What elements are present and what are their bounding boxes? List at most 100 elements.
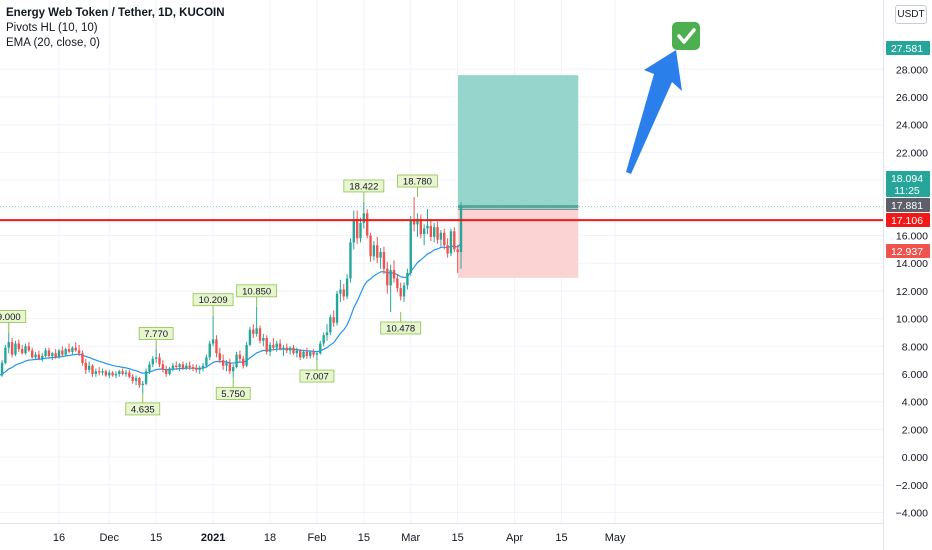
candle-body: [262, 337, 265, 341]
candle-body: [302, 351, 305, 358]
symbol-title[interactable]: Energy Web Token / Tether, 1D, KUCOIN: [6, 7, 225, 19]
candle: [329, 314, 332, 336]
pivot-value: 7.007: [305, 372, 329, 383]
candle: [74, 342, 77, 352]
time-axis[interactable]: 16 Dec 15 2021 18 Feb 15 Mar 15 Apr 15 May: [0, 524, 884, 550]
pivot-box: [192, 293, 234, 307]
candle-body: [178, 364, 181, 368]
lines-layer[interactable]: [0, 206, 883, 222]
price-tick: 28.000: [896, 64, 928, 76]
candle-body: [355, 218, 359, 239]
candle: [0, 360, 4, 377]
candle-body: [134, 378, 138, 381]
candle: [352, 210, 355, 250]
candle: [402, 282, 406, 302]
candle-body: [285, 347, 288, 351]
candle-body: [64, 349, 67, 355]
target-arrow[interactable]: [626, 22, 700, 174]
candle-body: [238, 354, 242, 359]
candle: [148, 361, 151, 374]
long-position-zones[interactable]: [0, 0, 883, 541]
candle-body: [278, 343, 282, 350]
candle: [201, 362, 205, 372]
candle-body: [144, 371, 148, 384]
time-tick: 18: [264, 532, 276, 544]
candle-body: [362, 213, 366, 224]
price-tick: 26.000: [896, 92, 928, 104]
candle: [332, 310, 335, 327]
candle: [292, 344, 295, 355]
candle: [245, 342, 248, 368]
candle: [64, 347, 67, 356]
candle-body: [295, 350, 299, 354]
candle-body: [131, 376, 134, 381]
candle-body: [268, 344, 272, 352]
currency-badge[interactable]: USDT: [895, 5, 927, 24]
candle-body: [44, 350, 47, 356]
time-tick: Feb: [307, 532, 326, 544]
candle-body: [7, 342, 10, 348]
candle: [14, 340, 17, 356]
candle-body: [255, 328, 258, 334]
pivot-label: 7.770: [138, 327, 174, 350]
candle-body: [91, 365, 94, 374]
candle-body: [252, 329, 255, 334]
candle: [4, 344, 7, 365]
candle: [278, 339, 282, 351]
candle-body: [104, 371, 108, 376]
candle-body: [77, 350, 81, 354]
candle: [161, 360, 165, 373]
candle-body: [265, 337, 268, 352]
candle-body: [342, 289, 345, 297]
candle-body: [17, 343, 20, 350]
pivot-value: 4.635: [131, 404, 155, 415]
price-axis[interactable]: 28.00026.00024.00022.00020.00018.00016.0…: [884, 0, 932, 547]
pivot-box: [236, 284, 278, 298]
candle-body: [84, 362, 87, 370]
candle-body: [322, 335, 325, 344]
candle: [252, 324, 255, 338]
candle: [265, 335, 268, 355]
candle-body: [81, 353, 84, 363]
candle-body: [0, 362, 4, 376]
candle-body: [325, 332, 329, 336]
price-axis-bg: [884, 0, 932, 523]
pivots-indicator-label[interactable]: Pivots HL (10, 10): [6, 22, 98, 34]
candle: [349, 238, 352, 283]
candle-body: [422, 228, 426, 235]
candle: [268, 342, 272, 356]
candle-body: [309, 351, 312, 356]
candle: [27, 342, 31, 352]
pivot-label: 10.209: [192, 293, 234, 316]
candle-body: [205, 357, 208, 366]
price-tick: 6.000: [902, 369, 928, 381]
candle-body: [232, 367, 235, 372]
price-tick: 22.000: [896, 147, 928, 159]
candle: [10, 337, 14, 358]
ema-indicator-label[interactable]: EMA (20, close, 0): [6, 37, 100, 49]
candle: [185, 362, 188, 370]
candle-body: [349, 242, 352, 279]
candle-body: [235, 354, 238, 368]
candle: [262, 333, 265, 347]
candle-body: [31, 350, 34, 358]
pivot-label: 10.478: [380, 311, 422, 334]
candle: [285, 343, 288, 354]
price-label-text: 12.937: [891, 246, 923, 258]
candle: [17, 339, 20, 352]
candle-body: [171, 365, 175, 369]
candle: [118, 369, 121, 377]
pivot-box: [0, 310, 27, 323]
pivot-value: 10.209: [199, 295, 228, 306]
candle-body: [188, 365, 191, 368]
target-zone: [458, 75, 579, 210]
candle: [396, 274, 399, 293]
candle: [322, 332, 325, 347]
candle: [282, 344, 285, 356]
candle: [275, 340, 278, 352]
candle: [168, 367, 171, 376]
candle: [91, 364, 94, 377]
candle: [171, 362, 175, 372]
pivot-value: 18.780: [403, 176, 432, 187]
